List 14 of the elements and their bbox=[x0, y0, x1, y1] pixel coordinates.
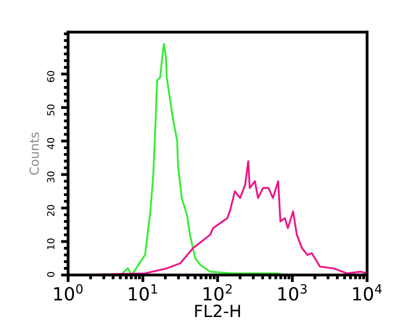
x-tick-label: 10$^{0}$ bbox=[54, 284, 83, 301]
y-tick-label: 30 bbox=[47, 171, 54, 182]
y-tick-label: 60 bbox=[47, 70, 54, 82]
x-axis-title: FL2-H bbox=[195, 304, 240, 317]
y-tick-label: 0 bbox=[47, 272, 54, 277]
y-tick-label: 50 bbox=[47, 104, 54, 116]
x-tick-label: 10$^{4}$ bbox=[353, 284, 382, 301]
y-tick-label: 10 bbox=[47, 238, 54, 250]
y-tick-label: 40 bbox=[47, 138, 54, 150]
x-tick-label: 10$^{1}$ bbox=[128, 284, 157, 301]
y-axis-title: Counts bbox=[29, 132, 39, 175]
x-tick-label: 10$^{3}$ bbox=[278, 284, 307, 301]
y-tick-label: 20 bbox=[47, 204, 54, 216]
x-tick-label: 10$^{2}$ bbox=[204, 284, 232, 301]
